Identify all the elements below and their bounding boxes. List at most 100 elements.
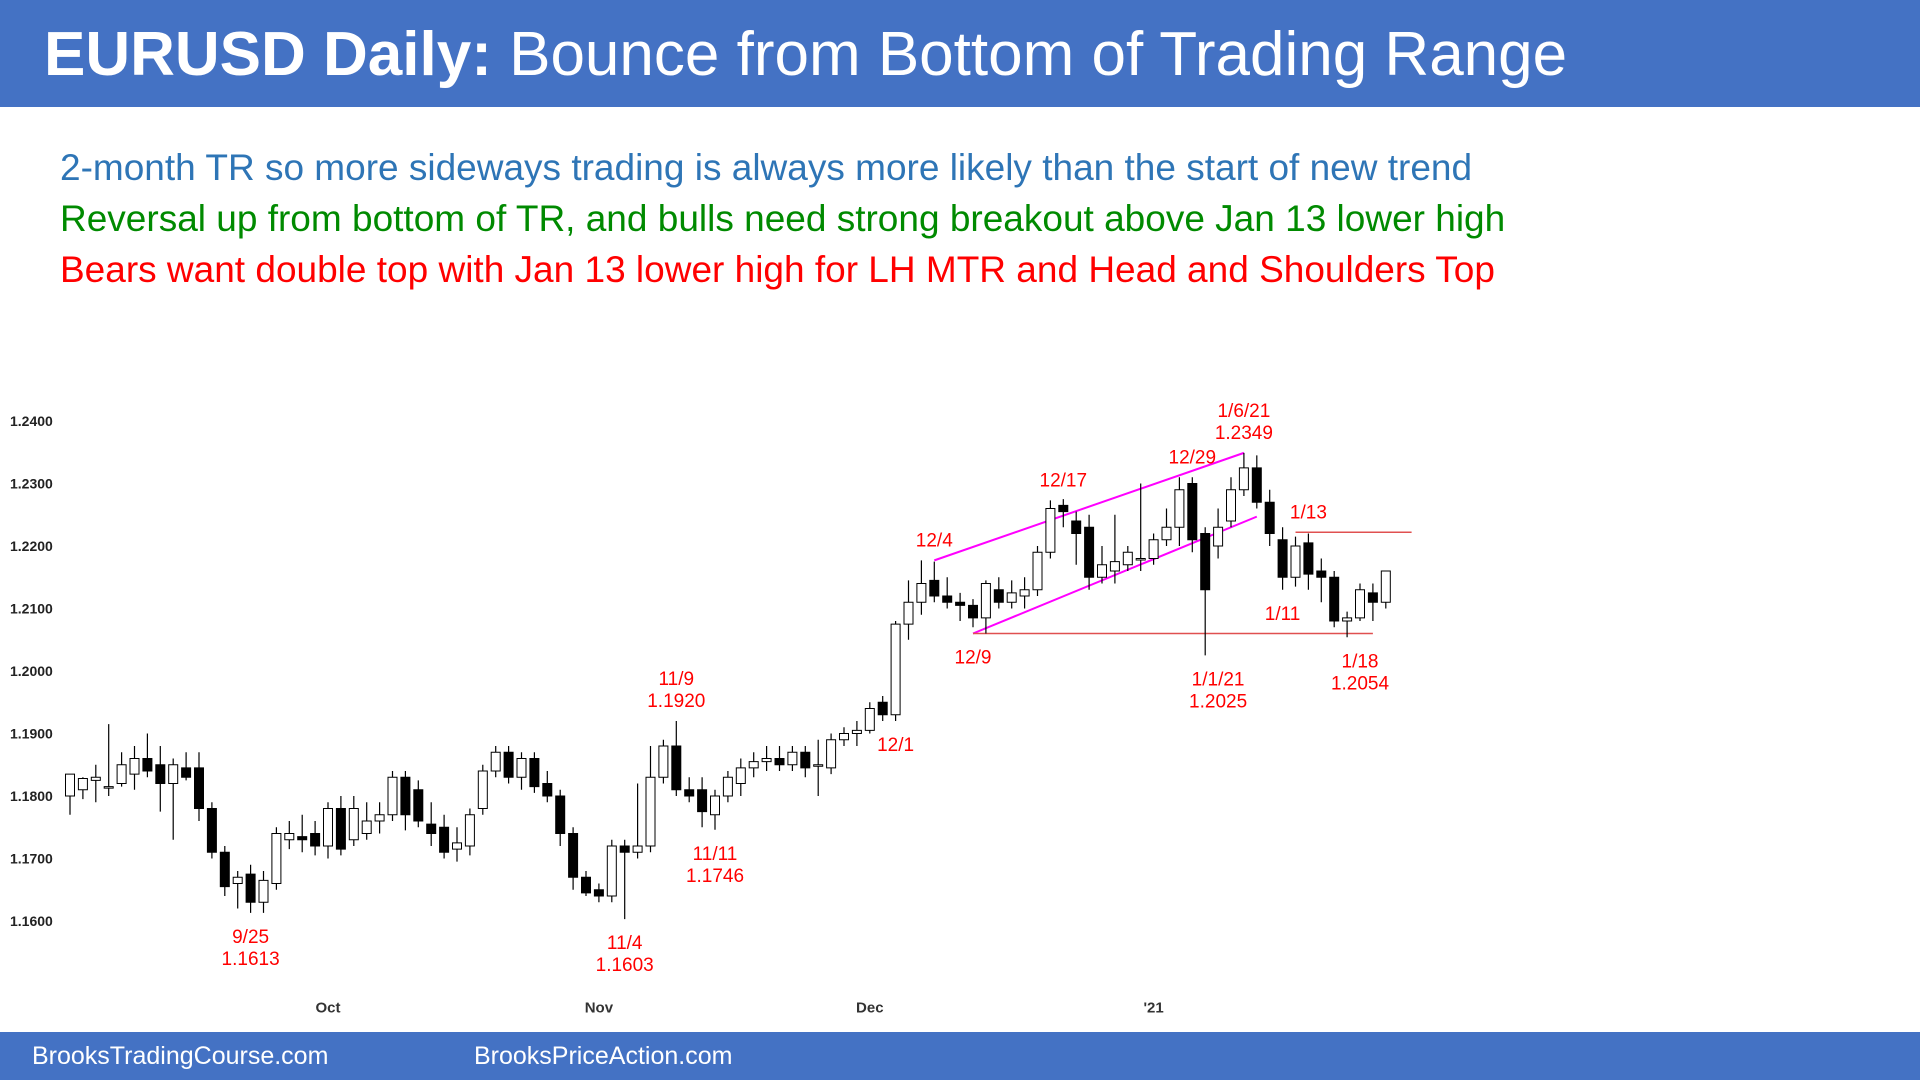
bear-candle-body [942, 595, 953, 603]
swing-point-label: 9/25 [232, 927, 269, 948]
candle [877, 696, 888, 721]
candle [1277, 527, 1288, 590]
swing-point-label: 1/13 [1290, 502, 1327, 523]
candle [452, 827, 462, 862]
swing-point-label: 1/18 [1342, 651, 1379, 672]
candle [697, 777, 708, 828]
candle [1226, 477, 1236, 528]
candle [1367, 583, 1378, 621]
candle [568, 827, 579, 890]
bull-candle-body [787, 751, 798, 766]
candle [1187, 477, 1198, 553]
bull-candle-body [1006, 592, 1017, 603]
bull-candle-body [710, 795, 720, 816]
x-tick-label: Dec [856, 999, 884, 1016]
bull-candle-body [813, 764, 824, 767]
bull-candle-body [1135, 558, 1146, 561]
bull-candle-body [258, 879, 269, 903]
candle [90, 764, 101, 803]
bull-candle-body [271, 833, 282, 884]
bear-candle-body [929, 579, 940, 597]
candle [477, 764, 488, 815]
swing-point-label: 1.1603 [596, 955, 654, 976]
x-tick-label: Oct [315, 999, 340, 1016]
candle [1006, 580, 1017, 609]
bull-candle-body [1122, 551, 1133, 566]
candle [606, 839, 617, 903]
candle [1019, 577, 1030, 609]
swing-point-label: 1/1/21 [1192, 669, 1245, 690]
bull-candle-body [645, 776, 656, 847]
bull-candle-body [1019, 589, 1030, 597]
candle [116, 752, 127, 787]
bear-candle-body [400, 776, 411, 816]
bear-candle-body [426, 823, 437, 834]
candle [1200, 527, 1211, 656]
bull-candle-body [77, 778, 88, 791]
page-title: EURUSD Daily: Bounce from Bottom of Trad… [44, 20, 1567, 90]
candle [593, 883, 604, 903]
bull-candle-body [1226, 489, 1236, 522]
bear-candle-body [671, 745, 682, 791]
bull-candle-body [90, 776, 101, 781]
y-tick-label: 1.1600 [10, 913, 53, 929]
bull-candle-body [65, 773, 75, 797]
candle [426, 802, 437, 846]
candle [864, 702, 875, 734]
bull-candle-body [374, 814, 385, 822]
bear-candle-body [181, 767, 192, 778]
candle [490, 746, 501, 778]
note-bulls: Reversal up from bottom of TR, and bulls… [60, 198, 1506, 239]
notes: 2-month TR so more sideways trading is a… [60, 142, 1505, 295]
candle [142, 733, 153, 778]
swing-point-label: 12/4 [916, 530, 953, 551]
y-tick-label: 1.1800 [10, 788, 53, 804]
bear-candle-body [581, 876, 591, 894]
bear-candle-body [1084, 526, 1095, 578]
candle [1135, 483, 1146, 571]
candle [658, 739, 669, 784]
swing-point-label: 1/11 [1265, 604, 1301, 625]
bull-candle-body [826, 739, 837, 769]
candle [826, 733, 837, 775]
swing-point-label: 1/6/21 [1217, 401, 1270, 422]
bull-candle-body [735, 767, 746, 784]
swing-point-label: 1.1920 [647, 691, 705, 712]
candlestick-chart: 1.2400 1.2300 1.2200 1.2100 1.2000 1.1900 1.18… [10, 401, 1412, 1016]
candle [787, 746, 798, 771]
bull-candle-body [722, 776, 733, 797]
bear-candle-body [206, 808, 217, 853]
candle [1071, 511, 1082, 565]
bear-candle-body [555, 795, 566, 834]
swing-point-label: 1.2054 [1331, 673, 1390, 694]
candle [310, 821, 321, 856]
candle [542, 771, 553, 803]
candle [400, 771, 411, 831]
footer-left-link[interactable]: BrooksTradingCourse.com [32, 1042, 329, 1070]
bear-candle-body [1277, 539, 1288, 578]
bull-candle-body [916, 583, 927, 603]
bull-candle-body [839, 733, 849, 741]
y-tick-label: 1.2200 [10, 538, 53, 554]
bear-candle-body [219, 851, 230, 888]
swing-point-label: 12/17 [1040, 470, 1088, 491]
candle [684, 777, 695, 803]
candle [722, 771, 733, 803]
footer-right-link[interactable]: BrooksPriceAction.com [474, 1042, 733, 1070]
candle [671, 721, 682, 796]
bull-candle-body [903, 601, 914, 625]
candle [155, 746, 166, 812]
candle [194, 752, 204, 821]
title-rest: Bounce from Bottom of Trading Range [491, 20, 1568, 89]
candle [735, 758, 746, 796]
bull-candle-body [103, 786, 114, 789]
candle [1084, 514, 1095, 590]
candle [890, 621, 901, 721]
candle [968, 599, 978, 628]
candle [1290, 536, 1301, 587]
swing-point-label: 1.2349 [1215, 423, 1273, 444]
bear-candle-body [697, 789, 708, 813]
bull-candle-body [284, 833, 295, 841]
candle [1316, 558, 1327, 603]
candle [361, 802, 372, 840]
